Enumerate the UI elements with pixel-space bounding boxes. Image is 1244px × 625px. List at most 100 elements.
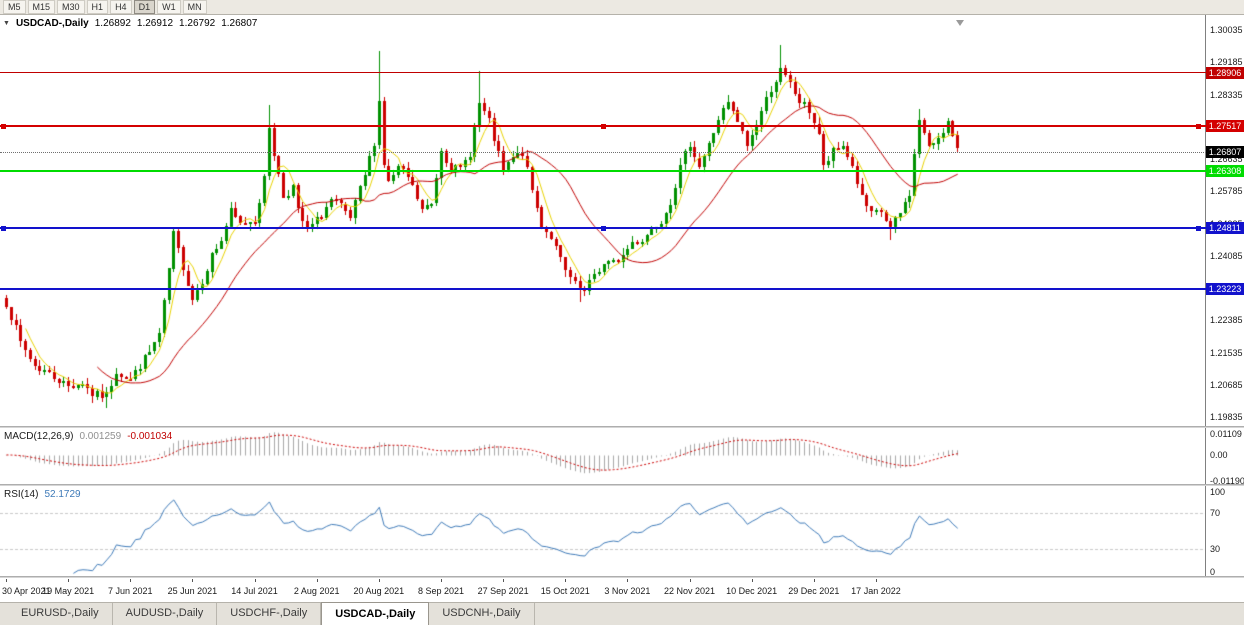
timeframe-button-h4[interactable]: H4 (110, 0, 132, 14)
chart-tabs: EURUSD-,Daily AUDUSD-,Daily USDCHF-,Daily U… (0, 602, 1244, 625)
line-handle[interactable] (601, 124, 606, 129)
price-axis-label: 1.19835 (1210, 412, 1243, 422)
time-axis-label: 17 Jan 2022 (851, 586, 901, 596)
timeframe-button-m15[interactable]: M15 (27, 0, 56, 14)
time-axis-label: 2 Aug 2021 (293, 586, 340, 596)
time-axis-tick (68, 579, 69, 582)
time-axis-tick (130, 579, 131, 582)
time-axis-tick (690, 579, 691, 582)
current-price-line (0, 152, 1206, 153)
price-badge-1.27517: 1.27517 (1206, 120, 1244, 132)
chart-tab-usdcnh[interactable]: USDCNH-,Daily (429, 603, 535, 625)
rsi-axis-label: 0 (1210, 567, 1216, 577)
price-axis-label: 1.26635 (1210, 154, 1243, 164)
rsi-name: RSI(14) (4, 489, 39, 500)
timeframe-button-mn[interactable]: MN (182, 0, 207, 14)
chart-tab-usdchf[interactable]: USDCHF-,Daily (217, 603, 322, 625)
line-handle[interactable] (1196, 124, 1201, 129)
macd-name: MACD(12,26,9) (4, 431, 74, 442)
time-axis-tick (255, 579, 256, 582)
macd-axis-label: 0.00 (1210, 450, 1228, 460)
timeframe-button-h1[interactable]: H1 (86, 0, 109, 14)
time-axis-label: 3 Nov 2021 (604, 586, 651, 596)
timeframe-button-w1[interactable]: W1 (157, 0, 181, 14)
current-price-badge: 1.26807 (1206, 146, 1244, 158)
price-badge-1.26308: 1.26308 (1206, 165, 1244, 177)
price-axis-label: 1.24085 (1210, 251, 1243, 261)
rsi-value: 52.1729 (44, 489, 81, 500)
time-axis-label: 22 Nov 2021 (664, 586, 716, 596)
price-axis-label: 1.25785 (1210, 186, 1243, 196)
price-axis-label: 1.22385 (1210, 315, 1243, 325)
time-axis-label: 7 Jun 2021 (107, 586, 153, 596)
price-chart-canvas[interactable] (0, 15, 1206, 426)
time-axis-tick (876, 579, 877, 582)
rsi-axis-label: 70 (1210, 508, 1221, 518)
macd-indicator-label: MACD(12,26,9) 0.001259 -0.001034 (4, 431, 172, 442)
timeframe-button-m30[interactable]: M30 (57, 0, 85, 14)
chart-tab-usdcad[interactable]: USDCAD-,Daily (321, 602, 430, 625)
chart-tab-audusd[interactable]: AUDUSD-,Daily (113, 603, 218, 625)
low-value: 1.26792 (179, 18, 216, 29)
chart-tab-eurusd[interactable]: EURUSD-,Daily (8, 603, 113, 625)
time-axis-tick (752, 579, 753, 582)
timeframe-button-d1[interactable]: D1 (133, 0, 156, 14)
macd-pane-canvas[interactable] (0, 428, 1206, 484)
time-axis-label: 15 Oct 2021 (540, 586, 590, 596)
pane-separator-rsi[interactable] (0, 484, 1244, 486)
rsi-pane-canvas[interactable] (0, 486, 1206, 576)
time-axis-tick (565, 579, 566, 582)
time-axis-label: 30 Apr 2021 (2, 586, 51, 596)
time-axis-label: 19 May 2021 (42, 586, 95, 596)
price-axis-separator (1205, 15, 1206, 578)
pane-separator-macd[interactable] (0, 426, 1244, 428)
collapse-icon[interactable]: ▼ (3, 20, 10, 27)
line-handle[interactable] (1196, 226, 1201, 231)
price-axis-label: 1.21535 (1210, 348, 1243, 358)
time-axis-label: 27 Sep 2021 (477, 586, 529, 596)
symbol-label: USDCAD-,Daily (15, 18, 89, 29)
close-value: 1.26807 (221, 18, 258, 29)
horizontal-line-1.28906[interactable] (0, 72, 1206, 73)
ohlc-header: ▼ USDCAD-,Daily 1.26892 1.26912 1.26792 … (3, 18, 257, 29)
time-axis-label: 10 Dec 2021 (726, 586, 778, 596)
time-axis-tick (503, 579, 504, 582)
price-axis-label: 1.20685 (1210, 380, 1243, 390)
macd-signal-value: -0.001034 (127, 431, 173, 442)
price-axis[interactable] (1206, 15, 1244, 578)
time-axis-separator (0, 576, 1244, 578)
high-value: 1.26912 (136, 18, 174, 29)
time-axis-tick (379, 579, 380, 582)
price-badge-1.23223: 1.23223 (1206, 283, 1244, 295)
time-axis-label: 25 Jun 2021 (167, 586, 218, 596)
line-handle[interactable] (1, 226, 6, 231)
rsi-indicator-label: RSI(14) 52.1729 (4, 489, 81, 500)
macd-main-value: 0.001259 (79, 431, 122, 442)
timeframe-toolbar: M5 M15 M30 H1 H4 D1 W1 MN (0, 0, 1244, 15)
time-axis-label: 14 Jul 2021 (231, 586, 278, 596)
price-axis-label: 1.28335 (1210, 90, 1243, 100)
rsi-axis-label: 100 (1210, 487, 1226, 497)
line-handle[interactable] (601, 226, 606, 231)
time-axis-tick (6, 579, 7, 582)
time-axis-label: 20 Aug 2021 (353, 586, 405, 596)
time-axis-label: 8 Sep 2021 (417, 586, 464, 596)
horizontal-line-1.23223[interactable] (0, 288, 1206, 290)
chart-shift-marker[interactable] (956, 20, 964, 26)
time-axis-tick (627, 579, 628, 582)
line-handle[interactable] (1, 124, 6, 129)
price-axis-label: 1.29185 (1210, 57, 1243, 67)
time-axis-tick (441, 579, 442, 582)
macd-axis-label: -0.01190 (1210, 476, 1244, 486)
horizontal-line-1.26308[interactable] (0, 170, 1206, 172)
price-badge-1.24811: 1.24811 (1206, 222, 1244, 234)
price-badge-1.28906: 1.28906 (1206, 67, 1244, 79)
time-axis-tick (192, 579, 193, 582)
time-axis-label: 29 Dec 2021 (788, 586, 840, 596)
time-axis-tick (814, 579, 815, 582)
timeframe-button-m5[interactable]: M5 (3, 0, 26, 14)
chart-area[interactable]: ▼ USDCAD-,Daily 1.26892 1.26912 1.26792 … (0, 15, 1244, 602)
macd-axis-label: 0.01109 (1210, 429, 1242, 439)
price-axis-label: 1.30035 (1210, 25, 1243, 35)
rsi-axis-label: 30 (1210, 544, 1221, 554)
